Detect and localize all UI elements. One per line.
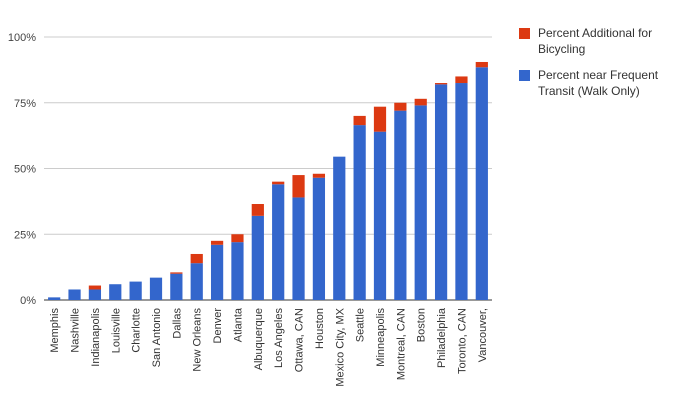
x-category-label: Ottawa, CAN: [294, 308, 306, 372]
x-category-label: Minneapolis: [375, 308, 387, 367]
bar-walk-5: [149, 277, 163, 300]
x-category-label: Houston: [314, 308, 326, 349]
bar-bike-20: [455, 76, 468, 84]
legend-label-walk: Percent near Frequent Transit (Walk Only): [538, 68, 659, 98]
legend-swatch-walk: [519, 70, 530, 81]
x-category-label: Nashville: [70, 308, 82, 353]
y-axis: 0% 25% 50% 75% 100%: [8, 32, 36, 307]
bar-walk-0: [48, 297, 61, 300]
bar-bike-7: [190, 253, 203, 264]
x-category-label: Philadelphia: [436, 307, 448, 368]
x-category-label: San Antonio: [151, 308, 163, 367]
bar-bike-6: [170, 272, 183, 274]
bar-walk-16: [373, 131, 387, 300]
bar-bike-21: [475, 61, 488, 68]
bar-walk-6: [170, 273, 183, 300]
bar-walk-13: [312, 177, 326, 300]
bar-walk-17: [394, 110, 407, 300]
x-category-label: Charlotte: [131, 308, 143, 353]
y-tick-label: 75%: [14, 98, 36, 110]
bar-walk-4: [129, 281, 142, 300]
x-axis: Memphis Nashville Indianapolis Louisville Ch…: [49, 307, 489, 387]
bar-walk-11: [272, 184, 285, 300]
legend: Percent Additional for Bicycling Percent n…: [519, 26, 659, 98]
y-tick-label: 50%: [14, 164, 36, 176]
bar-walk-8: [210, 244, 224, 300]
x-category-label: Mexico City, MX: [334, 307, 346, 386]
x-category-label: Vancouver,: [477, 308, 489, 362]
bar-walk-3: [109, 284, 122, 300]
bar-bike-17: [394, 102, 407, 111]
bar-bike-15: [353, 115, 366, 126]
bar-walk-12: [292, 197, 305, 300]
y-tick-label: 100%: [8, 32, 36, 44]
x-category-label: Los Angeles: [273, 308, 285, 368]
bar-walk-7: [190, 263, 203, 300]
bar-bike-12: [292, 175, 305, 198]
bar-walk-19: [434, 84, 448, 300]
x-category-label: Boston: [416, 308, 428, 342]
legend-label-bicycling: Percent Additional for Bicycling: [538, 26, 652, 56]
bar-bike-10: [251, 204, 264, 216]
y-tick-label: 0%: [20, 295, 36, 307]
bar-walk-18: [414, 105, 427, 300]
bar-walk-1: [68, 289, 81, 300]
bar-bike-9: [231, 234, 244, 243]
bar-walk-9: [231, 242, 244, 300]
bar-walk-14: [333, 156, 346, 300]
bar-bike-18: [414, 98, 427, 106]
x-category-label: Montreal, CAN: [395, 308, 407, 380]
bar-bike-19: [434, 83, 448, 85]
y-tick-label: 25%: [14, 229, 36, 241]
x-category-label: Louisville: [110, 308, 122, 353]
x-category-label: Toronto, CAN: [456, 308, 468, 374]
bar-bike-13: [312, 173, 326, 178]
x-category-label: Albuquerque: [253, 308, 265, 370]
bar-walk-15: [353, 125, 366, 300]
bar-bike-8: [210, 240, 224, 245]
bar-walk-2: [88, 289, 102, 300]
x-category-label: Dallas: [171, 308, 183, 339]
bar-walk-20: [455, 83, 468, 301]
x-category-label: Indianapolis: [90, 308, 102, 367]
bars: [48, 61, 488, 301]
bar-walk-10: [251, 215, 264, 300]
x-category-label: Denver: [212, 308, 224, 344]
bar-bike-2: [88, 285, 102, 290]
bar-bike-16: [373, 106, 387, 132]
bar-bike-11: [272, 181, 285, 185]
x-category-label: Seattle: [355, 308, 367, 342]
bar-walk-21: [475, 67, 488, 301]
x-category-label: Atlanta: [232, 307, 244, 342]
x-category-label: Memphis: [49, 308, 61, 353]
legend-swatch-bicycling: [519, 28, 530, 39]
x-category-label: New Orleans: [192, 308, 204, 372]
